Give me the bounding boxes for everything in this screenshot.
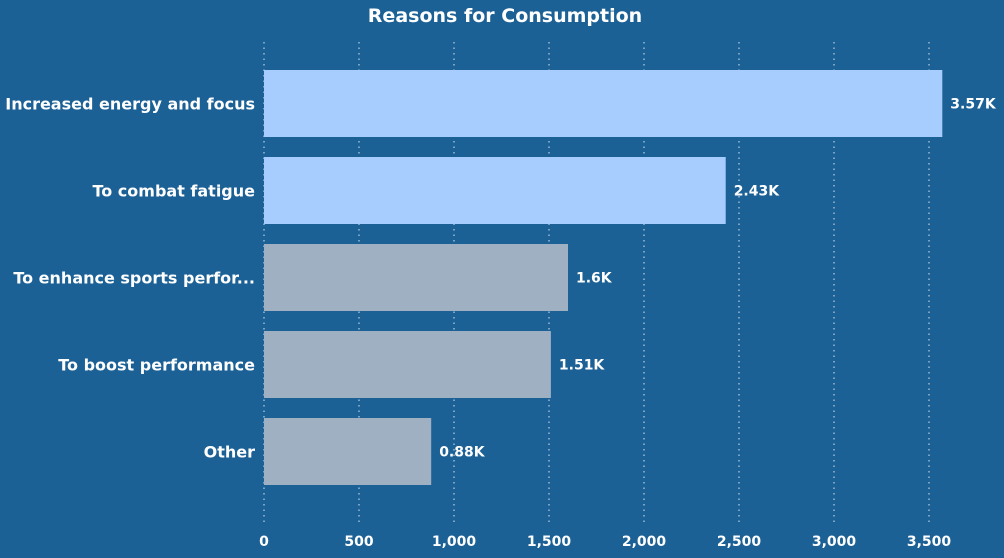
- bar[interactable]: [264, 157, 726, 224]
- x-tick-label: 1,500: [527, 534, 572, 550]
- chart-title: Reasons for Consumption: [368, 5, 642, 27]
- category-label: Increased energy and focus: [5, 95, 255, 114]
- bar[interactable]: [264, 70, 943, 137]
- x-tick-label: 2,000: [622, 534, 667, 550]
- data-label: 3.57K: [950, 97, 997, 113]
- category-label: To combat fatigue: [92, 182, 255, 201]
- bars: Increased energy and focus 3.57K To combat…: [5, 70, 997, 485]
- data-label: 0.88K: [439, 445, 486, 461]
- x-tick-label: 0: [259, 534, 269, 550]
- x-tick-label: 1,000: [432, 534, 477, 550]
- bar[interactable]: [264, 331, 551, 398]
- category-label: Other: [204, 443, 255, 462]
- x-tick-label: 2,500: [717, 534, 762, 550]
- x-tick-label: 3,500: [907, 534, 952, 550]
- data-label: 2.43K: [734, 184, 781, 200]
- category-label: To boost performance: [58, 356, 255, 375]
- x-tick-label: 3,000: [812, 534, 857, 550]
- x-axis-ticks: 0 500 1,000 1,500 2,000 2,500 3,000 3,500: [259, 534, 951, 550]
- category-label: To enhance sports perfor...: [13, 269, 255, 288]
- data-label: 1.6K: [576, 271, 613, 287]
- bar[interactable]: [264, 244, 568, 311]
- x-tick-label: 500: [344, 534, 373, 550]
- bar[interactable]: [264, 418, 432, 485]
- data-label: 1.51K: [559, 358, 606, 374]
